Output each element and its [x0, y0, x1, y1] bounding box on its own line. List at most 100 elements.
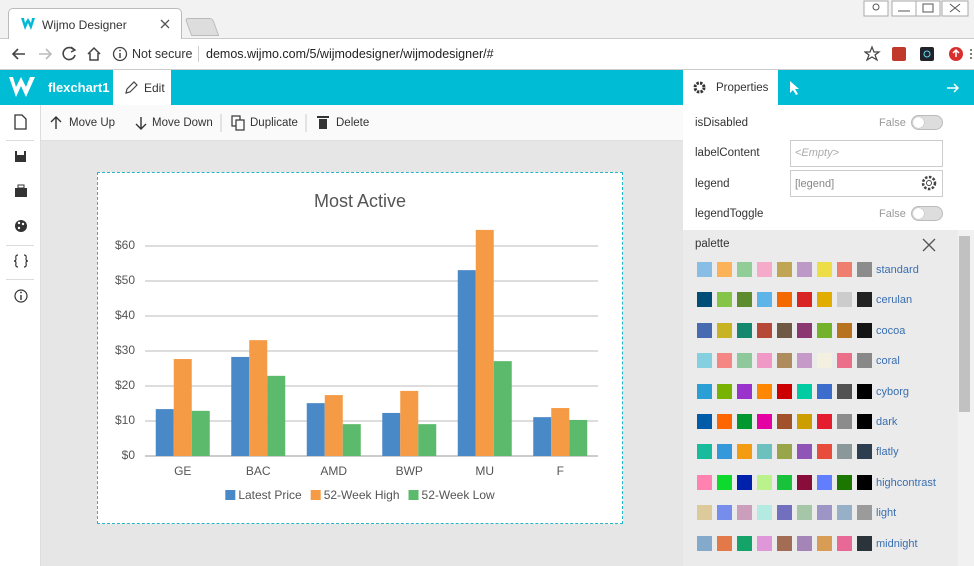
color-swatch	[857, 322, 872, 338]
color-swatch	[697, 322, 712, 338]
color-swatch	[777, 535, 792, 551]
color-swatch	[777, 474, 792, 490]
palette-option[interactable]: cocoa	[683, 322, 958, 345]
edit-tab-label: Edit	[144, 81, 165, 95]
legend: Latest Price 52-Week High 52-Week Low	[225, 488, 495, 502]
color-swatch	[757, 353, 772, 369]
palette-option[interactable]: highcontrast	[683, 474, 958, 497]
color-swatch	[857, 505, 872, 521]
color-swatch	[837, 262, 852, 277]
bar	[191, 410, 210, 456]
color-swatch	[697, 444, 712, 460]
bar	[155, 409, 174, 456]
close-button[interactable]	[922, 238, 936, 252]
scrollbar-thumb[interactable]	[959, 236, 970, 412]
gear-icon	[693, 81, 706, 94]
duplicate-button[interactable]: Duplicate	[250, 117, 298, 129]
legend-label: 52-Week Low	[422, 488, 495, 502]
color-swatch	[717, 444, 732, 460]
bar	[382, 412, 401, 456]
chart-card[interactable]	[97, 172, 623, 524]
delete-button[interactable]: Delete	[336, 117, 370, 129]
bar	[533, 417, 552, 456]
palette-option[interactable]: cerulan	[683, 292, 958, 314]
color-swatch	[837, 444, 852, 460]
palette-option[interactable]: flatly	[683, 444, 958, 466]
color-swatch	[817, 383, 832, 399]
color-swatch	[837, 474, 852, 490]
select-icon[interactable]	[788, 80, 802, 96]
window-controls	[863, 0, 969, 17]
color-swatch	[757, 444, 772, 460]
tab-close[interactable]	[160, 19, 170, 29]
tab-title: Wijmo Designer	[42, 18, 127, 32]
bar	[569, 419, 588, 456]
app-logo	[9, 77, 35, 97]
color-swatch	[817, 474, 832, 490]
color-swatch	[797, 414, 812, 429]
color-swatch	[737, 505, 752, 521]
y-tick-label: $0	[122, 448, 136, 462]
toolbar	[41, 105, 683, 141]
security-label: Not secure	[132, 47, 193, 61]
collapse-arrow[interactable]	[945, 80, 961, 96]
property-name: isDisabled	[695, 117, 749, 129]
text-input[interactable]	[790, 140, 943, 167]
x-tick-label: GE	[174, 464, 191, 478]
toggle-switch[interactable]	[911, 206, 943, 221]
color-swatch	[837, 322, 852, 338]
chart-title: Most Active	[314, 191, 406, 211]
color-swatch	[857, 444, 872, 460]
color-swatch	[697, 474, 712, 490]
bar	[493, 361, 512, 456]
bar	[475, 229, 494, 456]
toggle-switch[interactable]	[911, 115, 943, 130]
color-swatch	[717, 353, 732, 369]
color-swatch	[717, 474, 732, 490]
color-swatch	[717, 414, 732, 429]
palette-option[interactable]: cyborg	[683, 383, 958, 406]
color-swatch	[817, 444, 832, 460]
move-up-button[interactable]: Move Up	[69, 117, 116, 129]
x-tick-label: MU	[475, 464, 494, 478]
palette-name: light	[876, 507, 897, 520]
settings-button[interactable]	[920, 174, 938, 192]
property-name: palette	[695, 238, 730, 250]
palette-option[interactable]: midnight	[683, 535, 958, 558]
object-input[interactable]	[790, 170, 943, 197]
color-swatch	[817, 505, 832, 521]
url[interactable]: demos.wijmo.com/5/wijmodesigner/wijmodes…	[206, 47, 494, 61]
color-swatch	[797, 292, 812, 308]
info-icon[interactable]	[112, 46, 128, 62]
color-swatch	[757, 262, 772, 277]
color-swatch	[697, 414, 712, 429]
palette-option[interactable]: dark	[683, 414, 958, 436]
document-name: flexchart1	[48, 80, 110, 95]
extension-icons[interactable]	[864, 45, 974, 63]
browser-tab[interactable]	[8, 8, 182, 40]
chart: Most Active $0 $10 $20 $30 $40 $50 $60 GE BAC AMD…	[115, 191, 598, 502]
color-swatch	[757, 292, 772, 308]
palette-option[interactable]: coral	[683, 353, 958, 375]
legend-swatch	[225, 490, 236, 500]
sidebar-icons[interactable]	[12, 113, 32, 313]
color-swatch	[857, 353, 872, 369]
color-swatch	[857, 535, 872, 551]
color-swatch	[697, 353, 712, 369]
color-swatch	[697, 292, 712, 308]
address-toolbar	[0, 39, 974, 70]
color-swatch	[777, 505, 792, 521]
palette-option[interactable]: light	[683, 505, 958, 527]
color-swatch	[797, 262, 812, 277]
color-swatch	[797, 383, 812, 399]
color-swatch	[797, 353, 812, 369]
move-down-button[interactable]: Move Down	[152, 117, 213, 129]
palette-option[interactable]: standard	[683, 262, 958, 284]
edit-tab[interactable]	[113, 70, 171, 105]
toolbar-icons	[50, 114, 329, 132]
y-tick-label: $30	[115, 343, 135, 357]
nav-buttons[interactable]	[8, 44, 108, 64]
color-swatch	[797, 444, 812, 460]
color-swatch	[817, 535, 832, 551]
color-swatch	[737, 353, 752, 369]
